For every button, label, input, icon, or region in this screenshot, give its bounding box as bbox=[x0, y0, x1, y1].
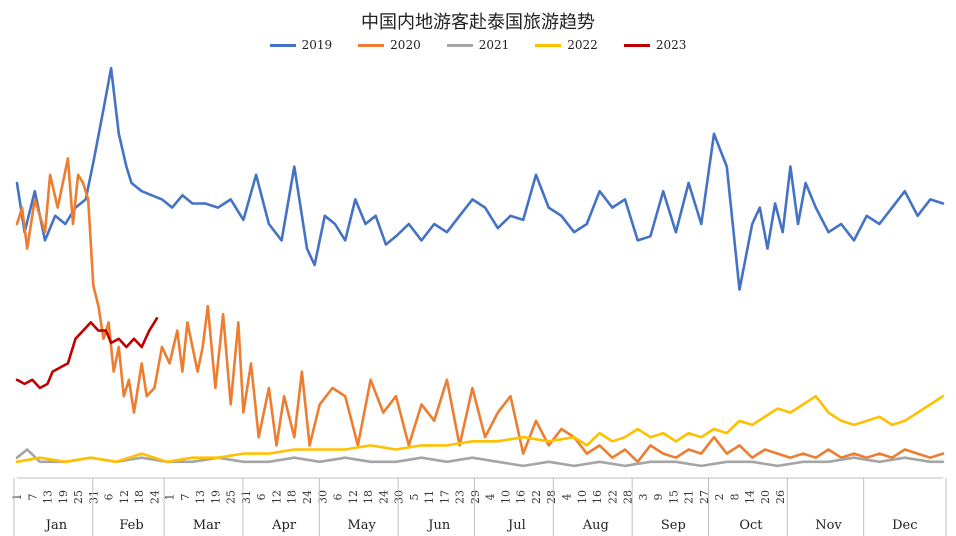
chart-axes: 1 7 13 19 25 31 6 12 18 24 1 7 13 19 25 31 6 12 18 24 30 6 12 1… bbox=[11, 477, 947, 536]
month-label: Oct bbox=[739, 518, 763, 533]
legend-label: 2020 bbox=[390, 38, 421, 52]
legend-label: 2023 bbox=[655, 38, 687, 52]
legend-item-2020: 2020 bbox=[358, 38, 421, 52]
month-label: Jul bbox=[506, 518, 526, 533]
month-label: Jan bbox=[44, 518, 68, 533]
legend-swatch bbox=[358, 43, 385, 47]
month-label: Apr bbox=[271, 518, 297, 533]
x-tick-label: 24 bbox=[377, 490, 390, 504]
series-line-2022 bbox=[15, 394, 945, 464]
x-tick-label: 10 bbox=[576, 490, 589, 504]
x-tick-label: 13 bbox=[42, 490, 55, 504]
x-tick-label: 12 bbox=[270, 490, 283, 504]
series-line-2020 bbox=[15, 157, 945, 464]
x-tick-label: 24 bbox=[148, 490, 161, 504]
x-tick-label: 30 bbox=[316, 490, 329, 504]
x-tick-label: 31 bbox=[240, 490, 253, 504]
chart-title: 中国内地游客赴泰国旅游趋势 bbox=[361, 12, 595, 33]
x-tick-label: 19 bbox=[57, 490, 70, 504]
series-line-2019 bbox=[15, 66, 945, 291]
x-tick-label: 25 bbox=[72, 490, 85, 504]
x-tick-label: 6 bbox=[103, 494, 116, 501]
legend-item-2022: 2022 bbox=[535, 38, 598, 52]
x-tick-label: 20 bbox=[759, 490, 772, 504]
month-label: May bbox=[348, 518, 377, 533]
legend-label: 2022 bbox=[567, 38, 598, 52]
x-tick-label: 30 bbox=[393, 490, 406, 504]
month-label: Mar bbox=[193, 518, 221, 533]
legend-swatch bbox=[535, 43, 562, 47]
series-line-2023 bbox=[15, 316, 159, 390]
x-tick-label: 7 bbox=[179, 494, 192, 501]
x-tick-label: 18 bbox=[286, 490, 299, 504]
series-line-2021 bbox=[15, 448, 945, 468]
x-tick-label: 15 bbox=[667, 490, 680, 504]
x-tick-label: 10 bbox=[499, 490, 512, 504]
month-label: Jun bbox=[426, 518, 451, 533]
x-tick-label: 5 bbox=[408, 494, 421, 501]
x-tick-label: 18 bbox=[133, 490, 146, 504]
chart-legend: 2019 2020 2021 2022 2023 bbox=[0, 38, 956, 52]
x-tick-label: 23 bbox=[454, 490, 467, 504]
x-tick-label: 21 bbox=[683, 490, 696, 504]
x-tick-label: 9 bbox=[652, 494, 665, 501]
x-tick-label: 22 bbox=[530, 490, 543, 504]
x-tick-label: 22 bbox=[606, 490, 619, 504]
legend-swatch bbox=[269, 43, 296, 47]
x-tick-label: 25 bbox=[225, 490, 238, 504]
x-tick-label: 11 bbox=[423, 490, 436, 504]
x-tick-label: 2 bbox=[713, 494, 726, 501]
x-tick-label: 4 bbox=[560, 494, 573, 501]
x-tick-label: 27 bbox=[698, 490, 711, 504]
legend-item-2023: 2023 bbox=[623, 38, 687, 52]
x-tick-label: 8 bbox=[728, 494, 741, 501]
legend-swatch bbox=[623, 43, 650, 47]
x-tick-label: 31 bbox=[87, 490, 100, 504]
x-tick-label: 24 bbox=[301, 490, 314, 504]
month-label: Nov bbox=[815, 518, 842, 533]
chart-series bbox=[15, 66, 945, 468]
x-tick-label: 6 bbox=[332, 494, 345, 501]
x-tick-label: 28 bbox=[545, 490, 558, 504]
legend-label: 2019 bbox=[301, 38, 333, 52]
x-tick-label: 14 bbox=[744, 490, 757, 504]
x-tick-label: 3 bbox=[637, 494, 650, 501]
x-tick-label: 29 bbox=[469, 490, 482, 504]
x-tick-label: 28 bbox=[622, 490, 635, 504]
x-tick-label: 12 bbox=[347, 490, 360, 504]
x-tick-label: 16 bbox=[591, 490, 604, 504]
x-tick-label: 1 bbox=[164, 494, 177, 501]
legend-label: 2021 bbox=[478, 38, 510, 52]
legend-item-2021: 2021 bbox=[446, 38, 510, 52]
legend-item-2019: 2019 bbox=[269, 38, 333, 52]
x-tick-label: 26 bbox=[774, 490, 787, 504]
x-tick-label: 7 bbox=[26, 494, 39, 501]
x-tick-label: 12 bbox=[118, 490, 131, 504]
legend-swatch bbox=[446, 43, 473, 47]
month-label: Feb bbox=[119, 518, 143, 533]
month-label: Aug bbox=[582, 518, 609, 533]
x-tick-label: 19 bbox=[209, 490, 222, 504]
x-tick-label: 13 bbox=[194, 490, 207, 504]
x-tick-label: 6 bbox=[255, 494, 268, 501]
x-tick-label: 16 bbox=[515, 490, 528, 504]
x-tick-label: 18 bbox=[362, 490, 375, 504]
month-label: Sep bbox=[661, 518, 686, 533]
x-tick-label: 17 bbox=[438, 490, 451, 504]
month-label: Dec bbox=[892, 518, 917, 533]
x-tick-label: 4 bbox=[484, 494, 497, 501]
x-tick-label: 1 bbox=[11, 494, 24, 501]
